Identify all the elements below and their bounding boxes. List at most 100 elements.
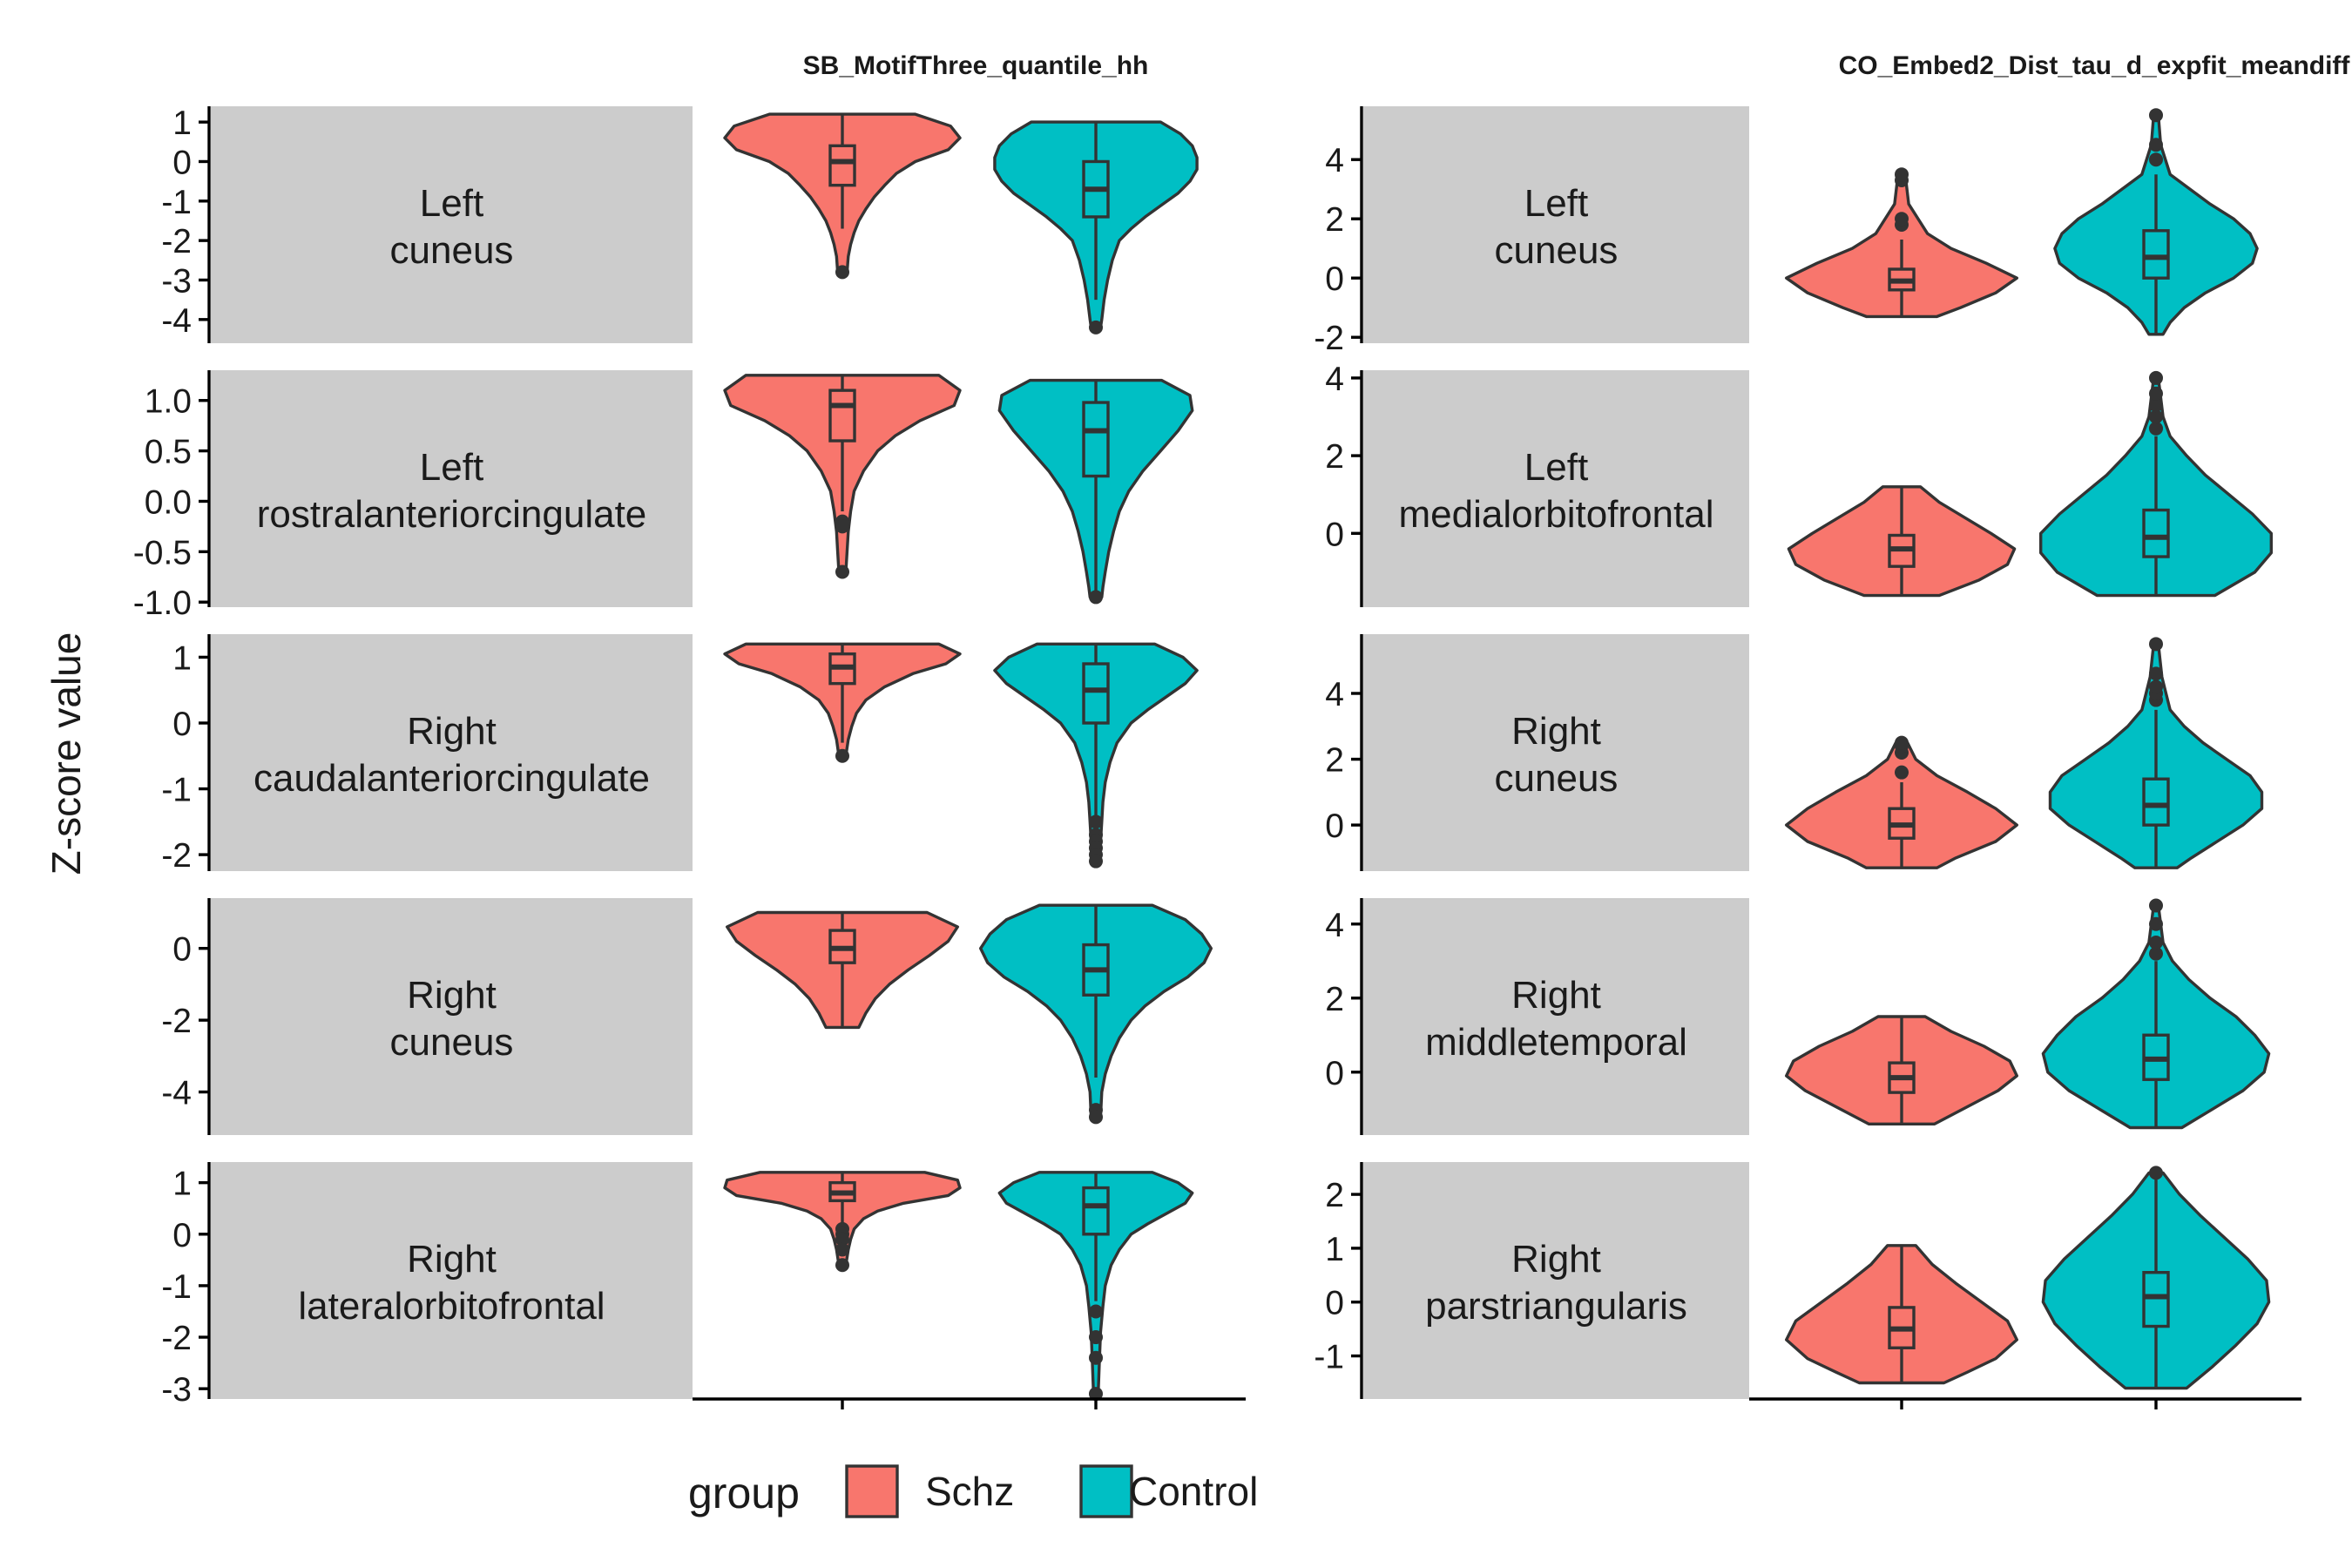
y-tick-label: 0 [1325, 1055, 1344, 1092]
y-tick-label: 0 [1325, 1285, 1344, 1322]
y-tick-label: 2 [1325, 742, 1344, 780]
strip-background [1363, 1162, 1749, 1399]
y-tick-label: -4 [161, 1075, 192, 1112]
outlier-point [2149, 108, 2163, 123]
outlier-point [2149, 421, 2163, 436]
outlier-point [2149, 370, 2163, 385]
outlier-point [1895, 765, 1909, 780]
y-tick-label: 0 [172, 931, 192, 969]
y-tick-label: 1 [172, 105, 192, 142]
legend-key-schz [845, 1464, 899, 1518]
y-tick-label: 0 [1325, 516, 1344, 553]
strip-label: cuneus [390, 229, 514, 272]
y-tick-label: 0 [172, 144, 192, 181]
outlier-point [1089, 1387, 1103, 1402]
strip-background [211, 898, 693, 1135]
outlier-point [2149, 679, 2163, 694]
legend: group Schz Control [688, 1464, 1258, 1518]
legend-label-schz: Schz [925, 1469, 1014, 1514]
strip-label: cuneus [1495, 757, 1619, 800]
y-tick-label: 2 [1325, 981, 1344, 1018]
strip-background [1363, 634, 1749, 871]
strip-background [1363, 370, 1749, 607]
column-titles: SB_MotifThree_quantile_hh CO_Embed2_Dist_… [803, 51, 2351, 80]
box-control [2142, 508, 2170, 558]
outlier-point [2149, 916, 2163, 931]
outlier-point [1089, 814, 1103, 829]
outlier-point [2149, 666, 2163, 681]
legend-key-control [1079, 1464, 1133, 1518]
y-tick-label: -1 [161, 1268, 192, 1306]
panels: Leftcuneus10-1-2-3-4Leftrostralanteriorc… [133, 105, 2273, 1409]
outlier-point [1089, 1330, 1103, 1345]
box-control [2142, 229, 2170, 280]
bottom-axes [693, 1397, 2301, 1409]
violin-control [2041, 1171, 2271, 1390]
strip-label: Right [1511, 974, 1601, 1017]
y-tick-label: -4 [161, 302, 192, 340]
outlier-point [2149, 152, 2163, 167]
y-tick-label: 2 [1325, 1177, 1344, 1214]
y-tick-label: -2 [161, 223, 192, 260]
outlier-point [835, 748, 849, 763]
strip-label: parstriangularis [1425, 1285, 1687, 1328]
box-control [2142, 1271, 2170, 1328]
y-tick-label: 1 [172, 639, 192, 677]
outlier-point [835, 564, 849, 579]
strip-label: rostralanteriorcingulate [257, 493, 647, 536]
outlier-point [2149, 946, 2163, 961]
y-tick-label: 1 [1325, 1231, 1344, 1268]
y-tick-label: -3 [161, 262, 192, 300]
outlier-point [835, 519, 849, 534]
strip-label: Left [420, 446, 483, 489]
outlier-point [1895, 735, 1909, 750]
strip-label: Left [1524, 182, 1588, 225]
outlier-point [835, 265, 849, 280]
strip-label: cuneus [1495, 229, 1619, 272]
strip-label: Right [407, 710, 497, 753]
y-tick-label: -2 [161, 837, 192, 875]
outlier-point [2149, 398, 2163, 413]
y-tick-label: 4 [1325, 676, 1344, 713]
box-control [1082, 1186, 1110, 1236]
strip-label: Right [407, 974, 497, 1017]
strip-background [1363, 898, 1749, 1135]
strip-label: lateralorbitofrontal [298, 1285, 605, 1328]
y-tick-label: 0.5 [145, 434, 192, 471]
box-control [1082, 401, 1110, 478]
y-tick-label: -0.5 [133, 534, 192, 571]
y-tick-label: -1 [161, 772, 192, 809]
y-tick-label: -2 [1314, 320, 1344, 357]
strip-label: Right [1511, 1238, 1601, 1281]
y-tick-label: 0 [1325, 808, 1344, 845]
strip-background [1363, 106, 1749, 343]
outlier-point [2149, 936, 2163, 950]
box-schz [828, 389, 856, 443]
strip-background [211, 1162, 693, 1399]
violin-schz [1785, 1015, 2018, 1125]
outlier-point [835, 1258, 849, 1273]
box-control [1082, 662, 1110, 725]
y-tick-label: 1 [172, 1166, 192, 1203]
strip-background [211, 370, 693, 607]
outlier-point [1089, 590, 1103, 605]
outlier-point [1089, 1110, 1103, 1125]
y-axis-title: Z-score value [44, 632, 89, 875]
strip-label: middletemporal [1425, 1021, 1687, 1064]
y-tick-label: -2 [161, 1320, 192, 1357]
outlier-point [1089, 854, 1103, 868]
strip-label: cuneus [390, 1021, 514, 1064]
y-tick-label: -1 [1314, 1339, 1344, 1376]
y-tick-label: 0.0 [145, 483, 192, 521]
legend-title: group [688, 1469, 800, 1517]
y-tick-label: 4 [1325, 907, 1344, 944]
